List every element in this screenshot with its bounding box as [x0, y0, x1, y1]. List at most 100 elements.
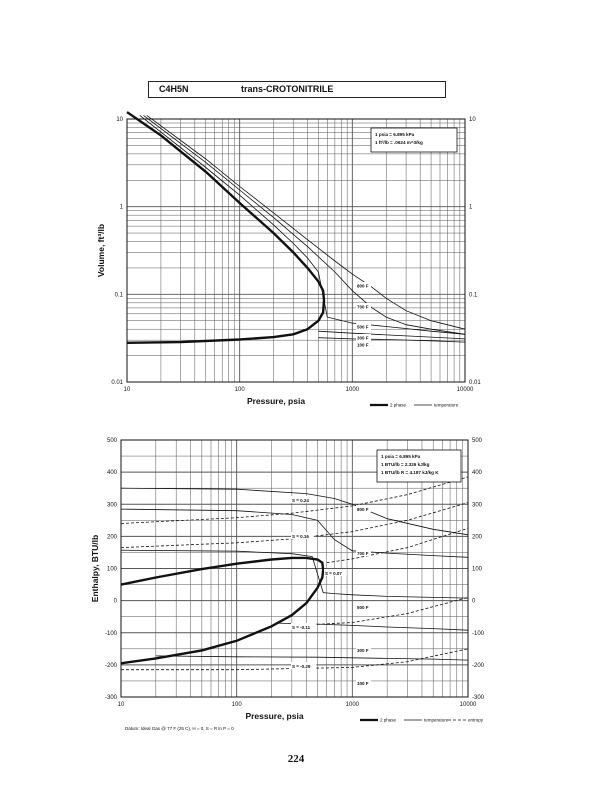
y-tick-label-right: -200 [472, 663, 485, 669]
annotation-700-f: 700 F [357, 551, 369, 556]
y-tick-label-left: -200 [105, 663, 118, 669]
series-line-800-f [146, 115, 466, 330]
annotation-backdrop [356, 679, 371, 686]
y-tick-label-right: -300 [472, 695, 485, 701]
y-tick-label-left: 0.01 [111, 380, 123, 386]
series-line-700-f [120, 508, 469, 558]
annotation-700-f: 700 F [357, 305, 369, 310]
x-tick-label: 10000 [457, 387, 474, 393]
annotation-backdrop [291, 496, 314, 503]
series-line-700-f [143, 115, 466, 335]
y-tick-label-right: -100 [472, 631, 485, 637]
info-box-line: 1 ft³/lb = .0624 m^3/kg [375, 140, 423, 145]
annotation-s-0-11: S = -0.11 [292, 625, 311, 630]
legend-label-2-phase: 2 phase [380, 718, 397, 723]
y-tick-label-right: 500 [472, 438, 483, 444]
y-tick-label-left: 0 [114, 599, 118, 605]
y-axis-label: Enthalpy, BTU/lb [90, 535, 100, 602]
compound-formula: C4H5N [159, 84, 189, 94]
annotation-backdrop [356, 549, 371, 556]
y-tick-label-left: 200 [107, 534, 118, 540]
annotation-500-f: 500 F [357, 605, 369, 610]
annotation-backdrop [291, 662, 317, 669]
x-tick-label: 1000 [346, 702, 360, 708]
annotation-s-0-16: S = 0.16 [292, 534, 309, 539]
grid-lines [126, 119, 465, 383]
series-line-500-f [120, 549, 469, 599]
x-axis-label: Pressure, psia [247, 396, 305, 406]
annotation-backdrop [356, 646, 371, 653]
annotation-800-f: 800 F [357, 284, 369, 289]
series-line-100-f [318, 337, 466, 343]
y-tick-label-right: 1 [469, 205, 473, 211]
y-axis-label: Volume, ft³/lb [96, 224, 106, 277]
info-box-line: 1 BTU/lb R = 4.187 kJ/kg K [381, 470, 439, 475]
y-tick-label-right: 10 [469, 117, 476, 123]
x-tick-label: 10000 [460, 702, 477, 708]
series-line-s-0-11 [291, 597, 469, 627]
legend-label-2-phase: 2 phase [390, 403, 407, 408]
series-line-s-0-29 [121, 648, 469, 671]
annotation-300-f: 300 F [357, 648, 369, 653]
x-tick-label: 10 [124, 387, 131, 393]
annotation-backdrop [356, 603, 371, 610]
plot-frame [126, 118, 466, 383]
series-line-s-0-07 [326, 527, 469, 564]
y-tick-label-left: -100 [105, 631, 118, 637]
legend-label-temperature: temperature [424, 718, 449, 723]
compound-header: C4H5N trans-CROTONITRILE [148, 81, 446, 98]
annotation-backdrop [356, 323, 371, 330]
annotation-backdrop [291, 532, 314, 539]
y-tick-label-left: 100 [107, 567, 118, 573]
series-line-s-0-24 [120, 476, 469, 524]
info-box [370, 127, 458, 153]
y-tick-label-left: 500 [107, 438, 118, 444]
y-tick-label-right: 300 [472, 502, 483, 508]
annotation-backdrop [356, 334, 371, 341]
enthalpy-chart: 10 100 1000 100005004003002001000-100-200-3… [90, 438, 485, 731]
y-tick-label-left: 1 [120, 205, 124, 211]
series-line-500-f [139, 115, 466, 335]
series-line-800-f [120, 487, 469, 536]
series-line-300-f [318, 330, 466, 340]
annotation-s-0-29: S = -0.29 [292, 664, 311, 669]
annotation-backdrop [291, 623, 317, 630]
annotation-s-0-24: S = 0.24 [292, 498, 309, 503]
x-tick-label: 100 [232, 702, 243, 708]
annotation-backdrop [324, 569, 347, 576]
annotation-100-f: 100 F [357, 343, 369, 348]
datum-footnote: Datum: Ideal Gas @ 77 F (25 C), H = 0, S… [125, 726, 234, 731]
x-tick-label: 100 [235, 387, 246, 393]
y-tick-label-right: 200 [472, 534, 483, 540]
y-tick-label-left: -300 [105, 695, 118, 701]
annotation-300-f: 300 F [357, 336, 369, 341]
annotation-100-f: 100 F [357, 681, 369, 686]
y-tick-label-left: 0.1 [115, 292, 124, 298]
legend-label-entropy: entropy [468, 718, 484, 723]
x-tick-label: 10 [118, 702, 125, 708]
info-box-line: 1 psia = 6.895 kPa [375, 132, 415, 137]
x-tick-label: 1000 [346, 387, 360, 393]
series-line-100-f [155, 655, 469, 661]
series-line-s-0-16 [120, 502, 469, 548]
y-tick-label-right: 0.1 [469, 292, 478, 298]
y-tick-label-right: 0 [472, 599, 476, 605]
info-box [376, 449, 462, 483]
y-tick-label-right: 0.01 [469, 380, 481, 386]
y-tick-label-left: 400 [107, 470, 118, 476]
annotation-s-0-07: S = 0.07 [325, 571, 342, 576]
compound-name: trans-CROTONITRILE [241, 84, 334, 94]
page-number: 224 [287, 753, 305, 765]
series-line-2-phase [120, 556, 325, 665]
annotation-500-f: 500 F [357, 325, 369, 330]
info-box-line: 1 psia = 6.895 kPa [381, 454, 421, 459]
y-tick-label-right: 400 [472, 470, 483, 476]
y-tick-label-left: 300 [107, 502, 118, 508]
info-box-line: 1 BTU/lb = 2.326 kJ/kg [381, 462, 430, 467]
y-tick-label-right: 100 [472, 567, 483, 573]
volume-chart: 10 100 1000 100001010.10.011010.10.01Pressu… [96, 111, 481, 408]
annotation-backdrop [356, 282, 371, 289]
annotation-backdrop [356, 505, 371, 512]
y-tick-label-left: 10 [116, 117, 123, 123]
